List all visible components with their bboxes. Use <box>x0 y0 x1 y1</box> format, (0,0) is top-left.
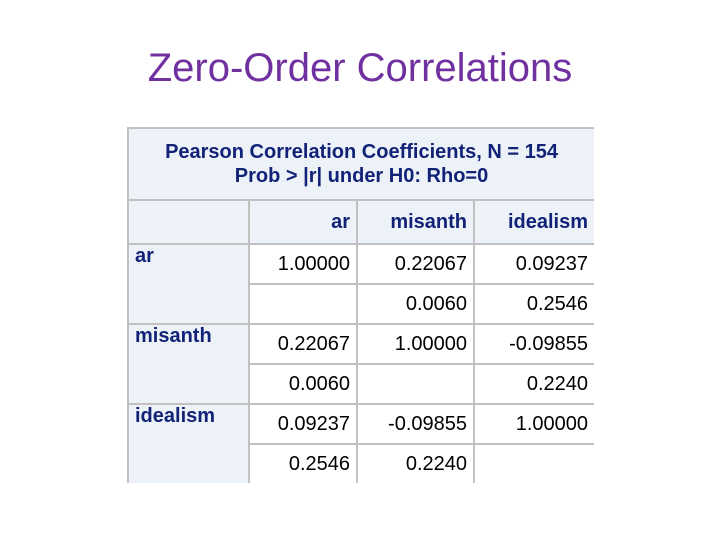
table-caption-line2: Prob > |r| under H0: Rho=0 <box>234 165 489 187</box>
table-row: 0.2546 0.2240 <box>128 443 594 483</box>
table-row: 0.0060 0.2240 <box>128 363 594 405</box>
table-row: 0.0060 0.2546 <box>128 283 594 325</box>
correlation-value: 0.09237 <box>248 403 358 445</box>
correlation-value: -0.09855 <box>472 323 594 365</box>
p-value: 0.2546 <box>472 283 594 325</box>
correlation-value: 0.09237 <box>472 243 594 285</box>
p-value: 0.0060 <box>356 283 475 325</box>
column-header-idealism: idealism <box>472 199 594 245</box>
p-value: 0.0060 <box>248 363 358 405</box>
table-caption: Pearson Correlation Coefficients, N = 15… <box>127 127 594 201</box>
table-row: ar 1.00000 0.22067 0.09237 <box>127 243 594 325</box>
p-value: 0.2546 <box>248 443 358 483</box>
correlation-table: Pearson Correlation Coefficients, N = 15… <box>127 127 594 483</box>
correlation-value: 0.22067 <box>356 243 475 285</box>
correlation-value: 1.00000 <box>248 243 358 285</box>
p-value: 0.2240 <box>356 443 475 483</box>
p-value <box>472 443 594 483</box>
correlation-value: 1.00000 <box>356 323 475 365</box>
correlation-value: 1.00000 <box>472 403 594 445</box>
row-header-misanth: misanth <box>127 323 250 405</box>
corner-cell <box>127 199 250 245</box>
p-value: 0.2240 <box>472 363 594 405</box>
table-caption-line1: Pearson Correlation Coefficients, N = 15… <box>165 141 558 163</box>
correlation-table-container: Pearson Correlation Coefficients, N = 15… <box>127 127 594 483</box>
column-header-row: ar misanth idealism <box>127 199 594 245</box>
correlation-value: -0.09855 <box>356 403 475 445</box>
row-header-idealism: idealism <box>127 403 250 483</box>
slide-title: Zero-Order Correlations <box>147 46 573 90</box>
row-header-ar: ar <box>127 243 250 325</box>
column-header-ar: ar <box>248 199 358 245</box>
table-row: misanth 0.22067 1.00000 -0.09855 <box>127 323 594 405</box>
correlation-value: 0.22067 <box>248 323 358 365</box>
table-row: idealism 0.09237 -0.09855 1.00000 <box>127 403 594 483</box>
p-value <box>248 283 358 325</box>
p-value <box>356 363 475 405</box>
column-header-misanth: misanth <box>356 199 475 245</box>
